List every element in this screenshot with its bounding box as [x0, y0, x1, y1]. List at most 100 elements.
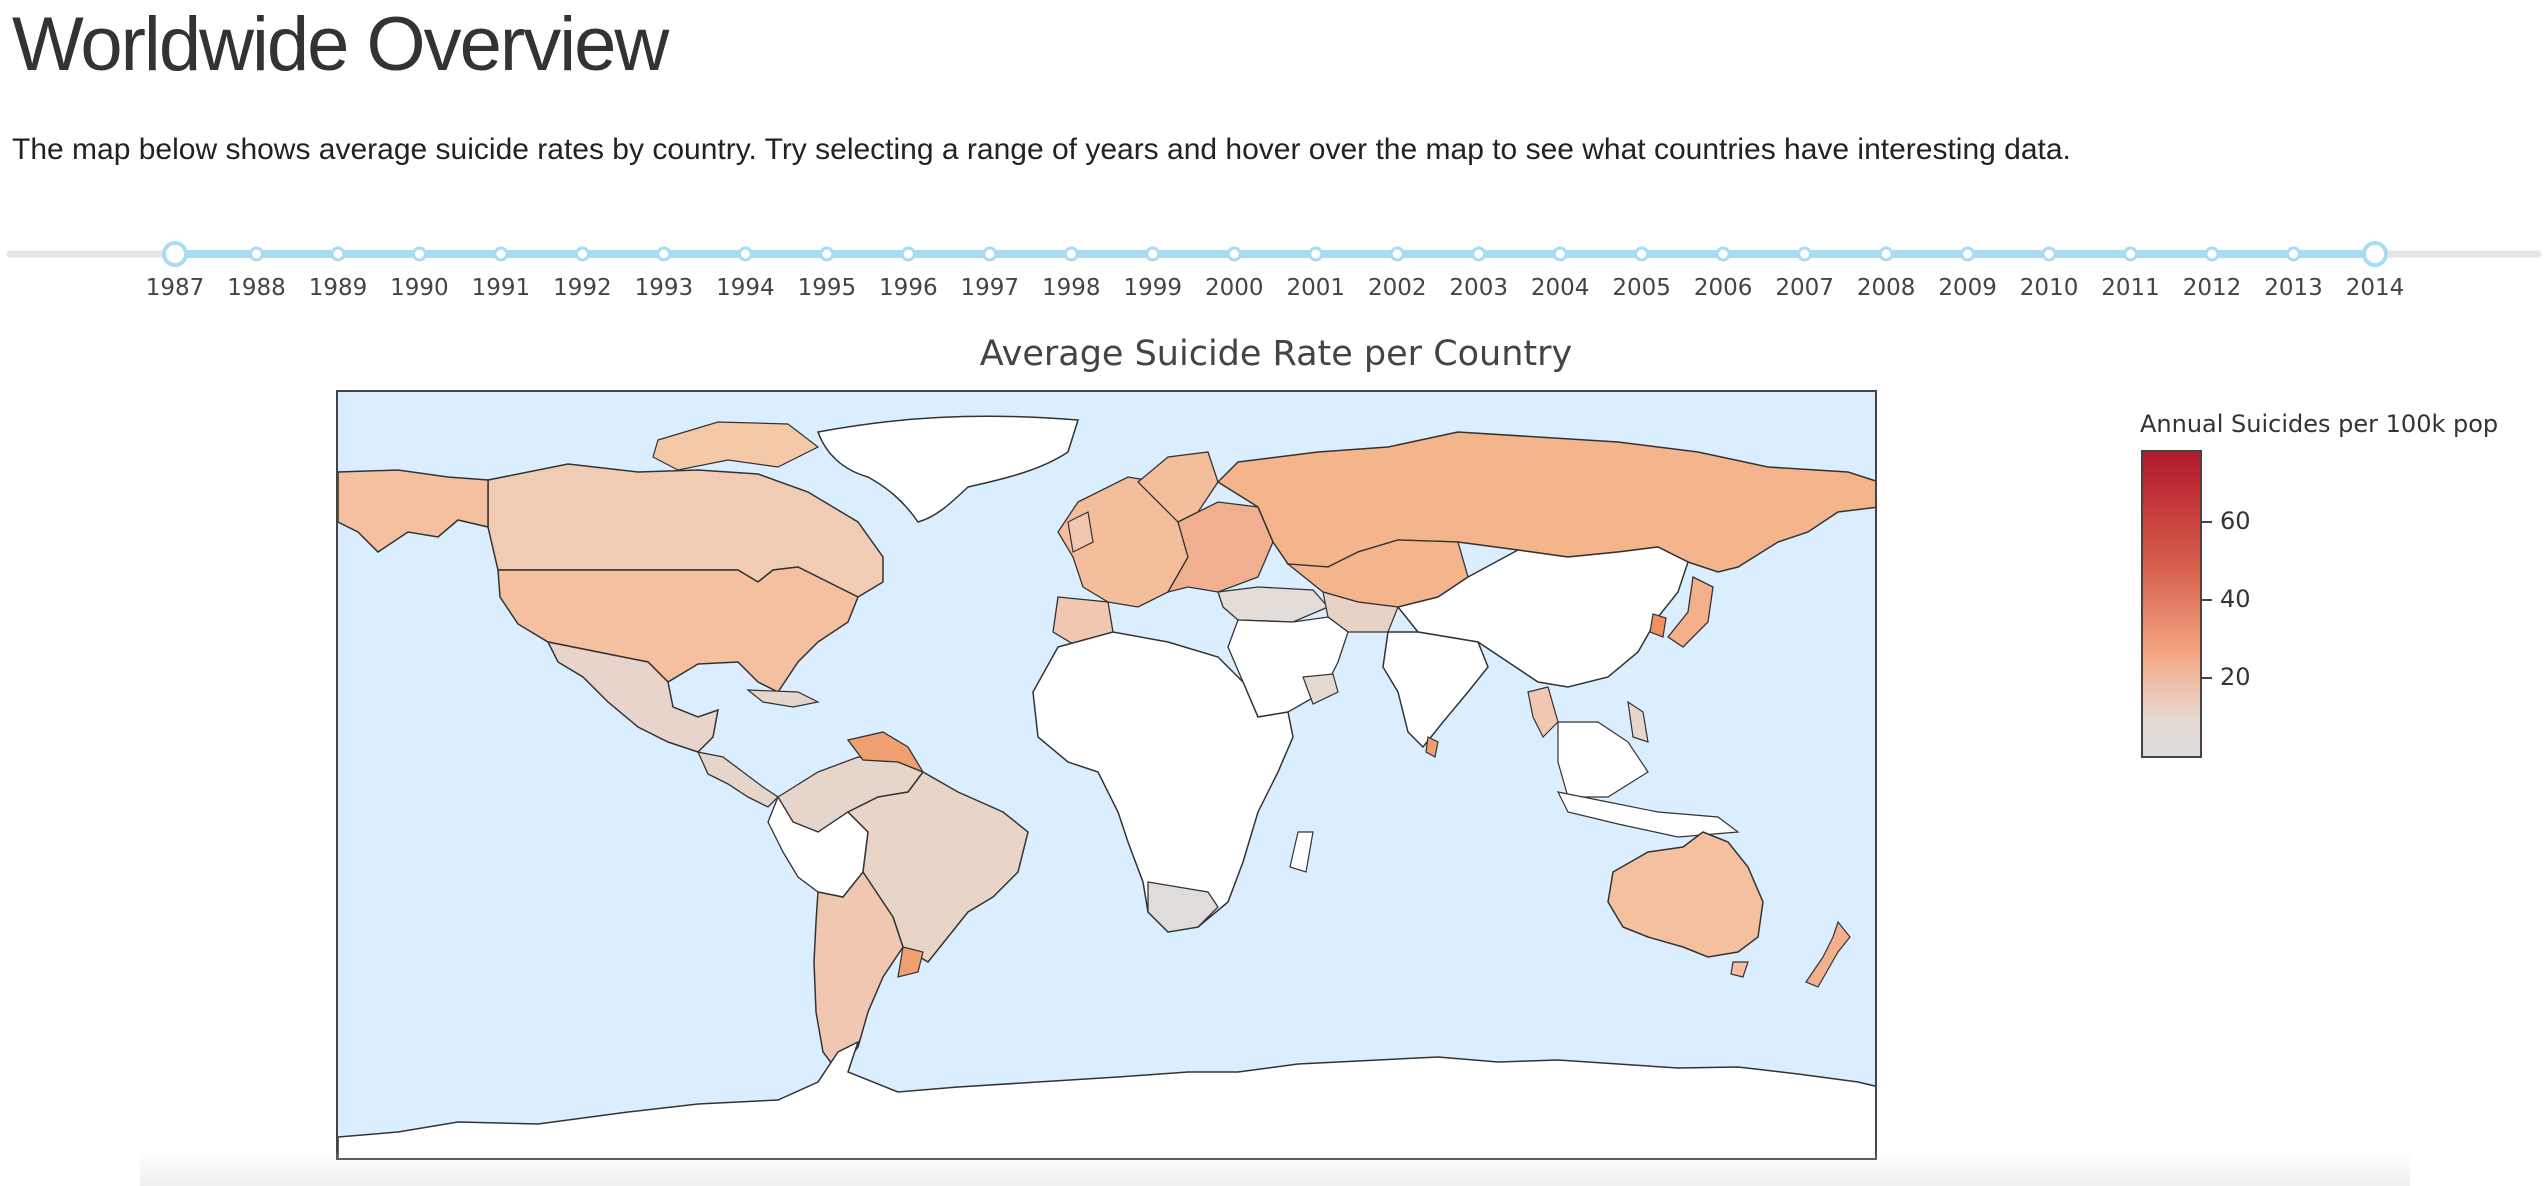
region-turkey-caucasus[interactable]: [1217, 586, 1330, 623]
slider-year-label: 2004: [1531, 275, 1590, 301]
region-mexico[interactable]: [546, 640, 719, 753]
region-new-zealand[interactable]: [1805, 920, 1851, 988]
slider-step[interactable]: [982, 246, 998, 262]
slider-year-label: 1990: [390, 275, 449, 301]
region-scandinavia[interactable]: [1137, 451, 1219, 523]
slider-step[interactable]: [1634, 246, 1650, 262]
slider-year-label: 1994: [716, 275, 775, 301]
colorbar-gradient: [2141, 450, 2202, 758]
region-russia[interactable]: [1216, 431, 1877, 573]
slider-step[interactable]: [1471, 246, 1487, 262]
slider-year-label: 2014: [2346, 275, 2405, 301]
region-indonesia[interactable]: [1556, 791, 1740, 838]
slider-step[interactable]: [1389, 246, 1405, 262]
colorbar-tick: [2202, 521, 2212, 524]
region-eastern-europe[interactable]: [1166, 501, 1274, 594]
map-title: Average Suicide Rate per Country: [979, 334, 1573, 374]
slider-handle[interactable]: [162, 241, 188, 267]
region-caribbean[interactable]: [746, 689, 820, 708]
slider-year-label: 2001: [1286, 275, 1345, 301]
slider-step[interactable]: [656, 246, 672, 262]
region-gulf-states[interactable]: [1302, 673, 1339, 705]
slider-step[interactable]: [411, 246, 427, 262]
slider-step[interactable]: [2204, 246, 2220, 262]
slider-year-label: 2003: [1449, 275, 1508, 301]
slider-step[interactable]: [819, 246, 835, 262]
region-central-america[interactable]: [696, 751, 780, 808]
region-africa[interactable]: [1032, 631, 1294, 933]
slider-year-label: 2006: [1694, 275, 1753, 301]
slider-step[interactable]: [1715, 246, 1731, 262]
region-australia[interactable]: [1607, 831, 1764, 958]
region-sri-lanka[interactable]: [1425, 736, 1439, 758]
colorbar-tick: [2202, 599, 2212, 602]
region-united-states[interactable]: [497, 566, 859, 693]
region-united-kingdom[interactable]: [1067, 511, 1094, 553]
slider-step[interactable]: [2123, 246, 2139, 262]
region-south-korea[interactable]: [1649, 613, 1667, 638]
slider-step[interactable]: [1552, 246, 1568, 262]
slider-step[interactable]: [900, 246, 916, 262]
slider-step[interactable]: [493, 246, 509, 262]
slider-year-label: 2008: [1857, 275, 1916, 301]
slider-year-label: 1993: [635, 275, 694, 301]
slider-step[interactable]: [1797, 246, 1813, 262]
colorbar-title: Annual Suicides per 100k pop: [2140, 410, 2499, 438]
slider-step[interactable]: [737, 246, 753, 262]
colorbar-tick-label: 20: [2220, 663, 2251, 692]
region-uruguay[interactable]: [897, 946, 924, 978]
colorbar-tick: [2202, 677, 2212, 680]
region-alaska[interactable]: [338, 469, 489, 553]
year-range-slider[interactable]: 1987 1988 1989 1990 1991 1992 1993 1994 1995 1996…: [0, 225, 2548, 315]
colorbar-tick-label: 40: [2220, 585, 2251, 614]
slider-step[interactable]: [1960, 246, 1976, 262]
region-thailand[interactable]: [1527, 686, 1559, 739]
slider-step[interactable]: [1226, 246, 1242, 262]
choropleth-map[interactable]: [336, 390, 1877, 1160]
slider-step[interactable]: [1878, 246, 1894, 262]
slider-year-label: 1996: [879, 275, 938, 301]
slider-year-label: 1999: [1124, 275, 1183, 301]
slider-year-label: 1995: [798, 275, 857, 301]
region-madagascar[interactable]: [1289, 831, 1314, 873]
slider-year-label: 2013: [2264, 275, 2323, 301]
slider-year-label: 2010: [2020, 275, 2079, 301]
slider-year-label: 1998: [1042, 275, 1101, 301]
colorbar-tick-label: 60: [2220, 507, 2251, 536]
slider-year-label: 1991: [472, 275, 531, 301]
slider-year-label: 2011: [2101, 275, 2160, 301]
slider-year-label: 1992: [553, 275, 612, 301]
slider-step[interactable]: [1308, 246, 1324, 262]
region-india[interactable]: [1382, 631, 1489, 749]
slider-year-label: 1988: [227, 275, 286, 301]
slider-year-label: 2002: [1368, 275, 1427, 301]
slider-year-label: 1997: [961, 275, 1020, 301]
region-greenland[interactable]: [816, 415, 1079, 523]
slider-step[interactable]: [1145, 246, 1161, 262]
slider-step[interactable]: [330, 246, 346, 262]
slider-year-label: 2005: [1612, 275, 1671, 301]
region-japan[interactable]: [1667, 576, 1714, 648]
slider-step[interactable]: [248, 246, 264, 262]
region-south-africa[interactable]: [1147, 881, 1219, 933]
region-antarctica[interactable]: [338, 1040, 1877, 1160]
slider-step[interactable]: [1063, 246, 1079, 262]
slider-step[interactable]: [2286, 246, 2302, 262]
slider-year-label: 1989: [309, 275, 368, 301]
slider-step[interactable]: [2041, 246, 2057, 262]
bottom-fade: [140, 1150, 2410, 1186]
page-description: The map below shows average suicide rate…: [12, 133, 2071, 166]
slider-handle[interactable]: [2362, 241, 2388, 267]
region-argentina-chile[interactable]: [813, 870, 904, 1074]
page-title: Worldwide Overview: [12, 2, 669, 87]
slider-year-label: 2000: [1205, 275, 1264, 301]
region-southeast-asia[interactable]: [1557, 721, 1649, 798]
region-philippines[interactable]: [1627, 700, 1649, 743]
slider-year-label: 2007: [1775, 275, 1834, 301]
region-tasmania[interactable]: [1730, 961, 1749, 978]
slider-year-label: 1987: [146, 275, 205, 301]
slider-year-label: 2012: [2183, 275, 2242, 301]
slider-year-label: 2009: [1938, 275, 1997, 301]
region-arctic-islands[interactable]: [652, 421, 820, 471]
slider-step[interactable]: [574, 246, 590, 262]
